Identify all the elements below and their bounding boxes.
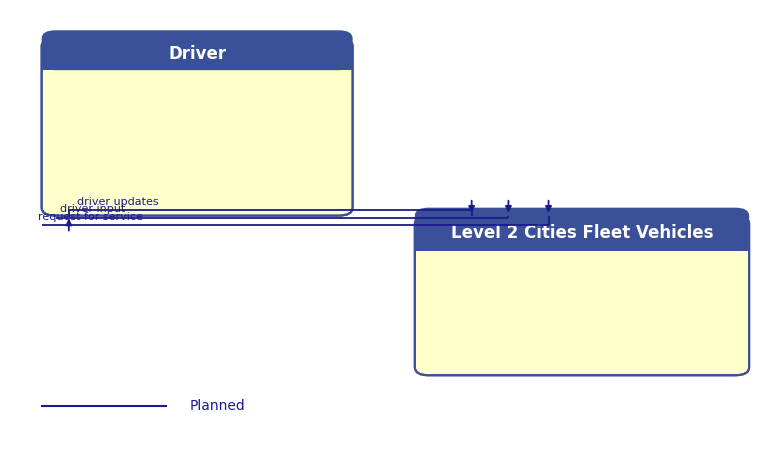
Bar	[415, 239, 749, 251]
Text: driver updates: driver updates	[77, 197, 158, 207]
Text: driver input: driver input	[60, 204, 124, 214]
Text: Planned: Planned	[189, 399, 245, 414]
FancyBboxPatch shape	[415, 207, 749, 251]
FancyBboxPatch shape	[41, 30, 352, 70]
FancyBboxPatch shape	[41, 38, 352, 216]
Text: Driver: Driver	[168, 45, 226, 63]
Text: request for service: request for service	[38, 212, 143, 222]
FancyBboxPatch shape	[415, 216, 749, 375]
Bar	[41, 58, 352, 70]
Text: Level 2 Cities Fleet Vehicles: Level 2 Cities Fleet Vehicles	[451, 224, 713, 242]
